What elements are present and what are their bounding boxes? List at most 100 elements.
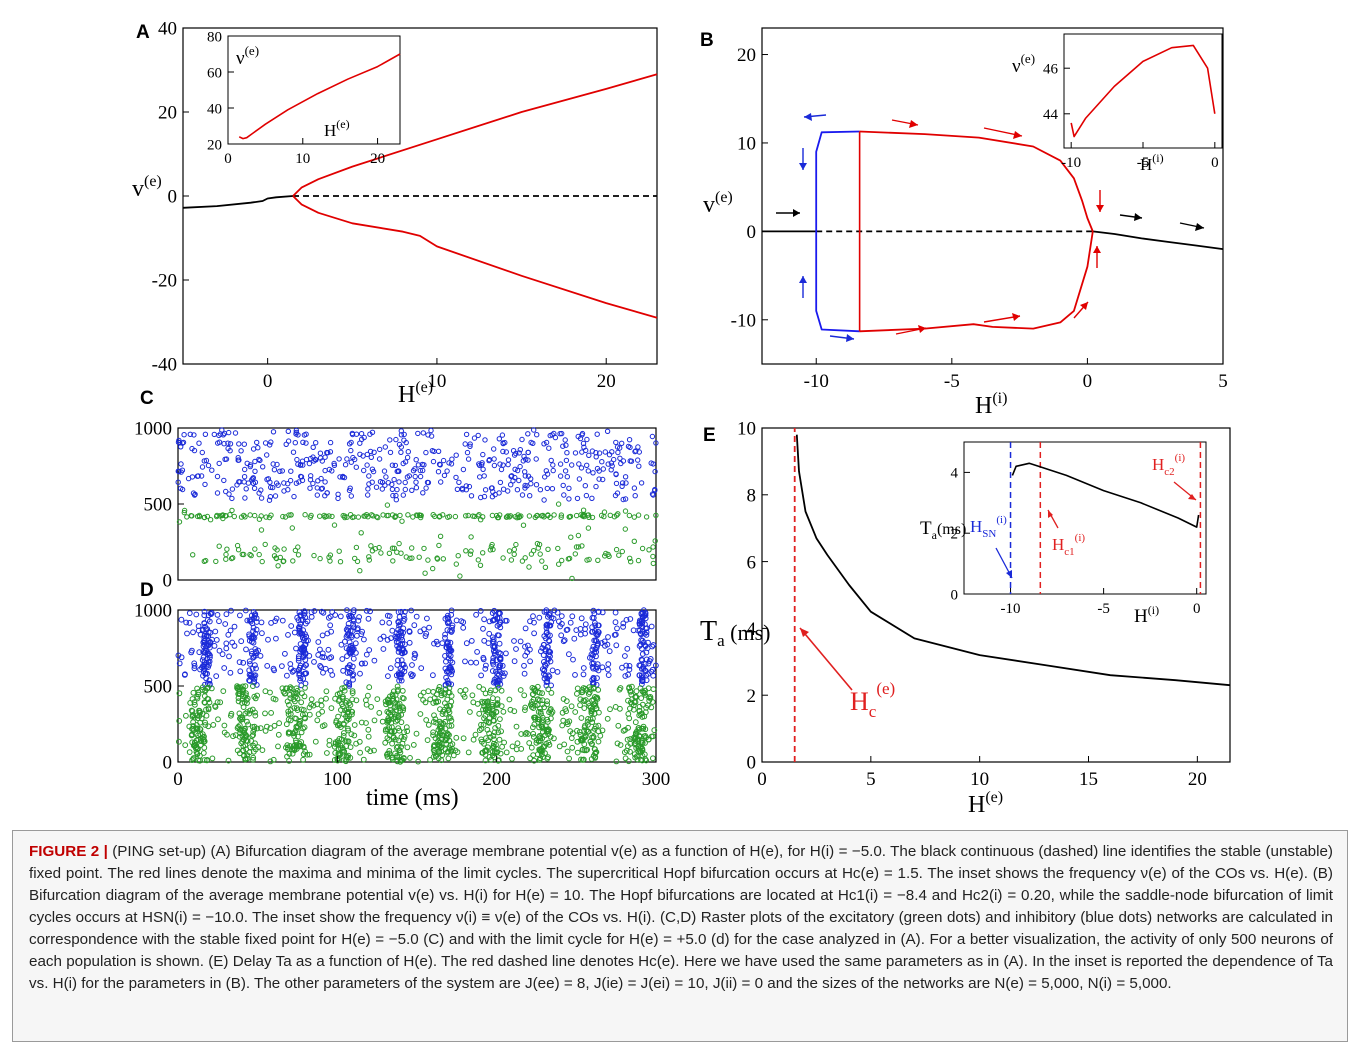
raster-spike	[497, 750, 504, 757]
raster-spike	[527, 618, 533, 625]
raster-spike	[599, 664, 606, 671]
raster-spike	[268, 512, 274, 518]
raster-spike	[308, 473, 314, 479]
raster-spike	[585, 700, 592, 707]
raster-spike	[626, 663, 633, 669]
raster-spike	[589, 495, 595, 501]
raster-spike	[438, 732, 445, 739]
raster-spike	[349, 647, 355, 654]
raster-spike	[391, 476, 397, 483]
raster-spike	[371, 449, 377, 455]
raster-spike	[214, 473, 221, 480]
panel-e-inset-frame	[963, 441, 1207, 595]
raster-spike	[492, 648, 499, 655]
raster-spike	[591, 637, 598, 644]
raster-spike	[367, 748, 374, 755]
raster-spike	[397, 756, 404, 763]
raster-spike	[592, 746, 598, 753]
raster-spike	[450, 752, 457, 759]
raster-spike	[488, 756, 494, 763]
raster-spike	[573, 627, 580, 633]
raster-spike	[541, 675, 548, 682]
raster-spike	[333, 719, 340, 726]
raster-spike	[549, 432, 555, 438]
raster-spike	[206, 677, 213, 684]
panel-e-inset-ylabel: Ta(ms)	[920, 518, 966, 542]
raster-spike	[308, 512, 314, 519]
raster-spike	[585, 512, 592, 518]
raster-spike	[346, 680, 353, 686]
raster-spike	[404, 744, 411, 751]
raster-spike	[493, 708, 500, 715]
raster-spike	[270, 429, 277, 435]
raster-spike	[369, 429, 376, 435]
raster-spike	[493, 668, 499, 675]
raster-spike	[490, 658, 496, 664]
raster-spike	[625, 671, 631, 678]
x-tick-label: -5	[944, 371, 960, 392]
raster-spike	[539, 714, 546, 721]
raster-spike	[181, 509, 188, 516]
raster-spike	[227, 669, 234, 676]
raster-spike	[463, 431, 470, 438]
raster-spike	[396, 727, 403, 734]
raster-spike	[525, 731, 531, 737]
y-tick-label: 10	[737, 134, 756, 155]
panel-e-lines	[793, 428, 1231, 762]
raster-spike	[604, 715, 611, 722]
raster-spike	[349, 663, 356, 670]
raster-spike	[636, 708, 643, 715]
raster-spike	[192, 731, 199, 737]
raster-spike	[481, 715, 487, 722]
raster-spike	[460, 624, 467, 631]
raster-spike	[221, 722, 228, 729]
raster-spike	[544, 485, 550, 492]
raster-spike	[304, 751, 311, 758]
raster-spike	[578, 689, 585, 696]
raster-spike	[291, 747, 298, 754]
raster-spike	[551, 735, 557, 742]
raster-spike	[543, 468, 549, 474]
raster-spike	[569, 730, 576, 737]
raster-spike	[543, 728, 550, 735]
raster-spike	[589, 741, 595, 747]
raster-spike	[214, 512, 220, 519]
raster-spike	[535, 738, 542, 745]
raster-spike	[345, 725, 351, 732]
raster-spike	[483, 662, 489, 669]
raster-spike	[575, 532, 582, 539]
hsn-arrow-head	[1006, 570, 1012, 578]
raster-spike	[314, 717, 321, 724]
raster-spike	[648, 623, 655, 630]
raster-spike	[625, 758, 632, 765]
raster-spike	[322, 479, 328, 485]
raster-spike	[340, 473, 346, 480]
panel-b-inset-frame	[1063, 33, 1223, 149]
series-line	[238, 53, 401, 140]
raster-spike	[410, 742, 417, 748]
panel-d-raster	[175, 607, 659, 765]
raster-spike	[254, 439, 260, 446]
raster-spike	[398, 734, 405, 740]
raster-spike	[282, 514, 289, 520]
raster-spike	[343, 645, 350, 652]
raster-spike	[489, 617, 496, 624]
raster-spike	[614, 512, 620, 518]
raster-spike	[361, 513, 367, 519]
raster-spike	[584, 687, 590, 693]
raster-spike	[251, 485, 258, 491]
raster-spike	[396, 645, 403, 652]
raster-spike	[405, 512, 411, 518]
raster-spike	[268, 620, 275, 626]
raster-spike	[579, 543, 585, 549]
raster-spike	[468, 638, 475, 644]
raster-spike	[491, 462, 498, 469]
raster-spike	[395, 737, 402, 744]
raster-spike	[526, 740, 533, 746]
raster-spike	[422, 699, 429, 706]
raster-spike	[270, 756, 277, 763]
x-tick-label: 10	[970, 769, 989, 790]
raster-spike	[189, 696, 196, 702]
raster-spike	[639, 725, 645, 732]
